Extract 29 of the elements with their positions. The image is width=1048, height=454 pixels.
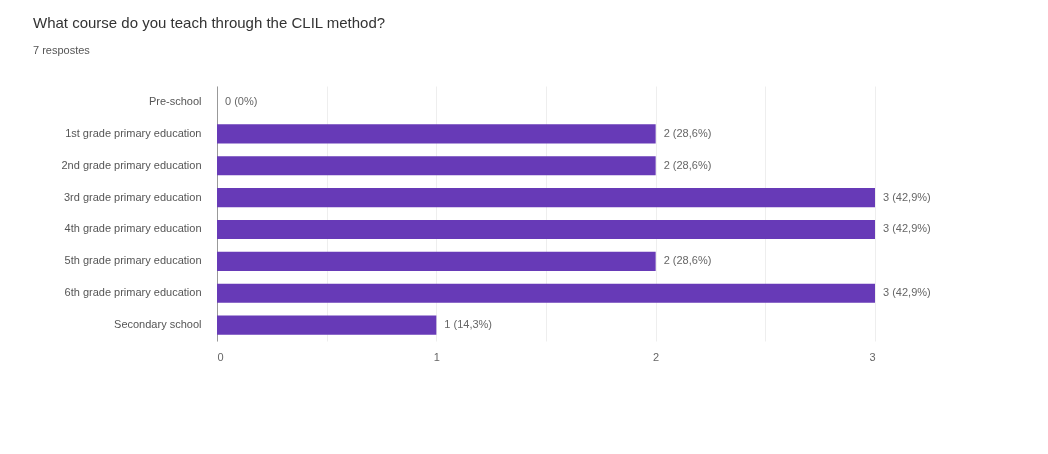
data-label: 1 (14,3%) (444, 318, 493, 331)
x-tick-label: 1 (433, 350, 440, 363)
bar (217, 219, 875, 239)
y-tick-label: 6th grade primary education (64, 286, 202, 299)
data-label: 3 (42,9%) (883, 222, 931, 235)
bar (217, 315, 437, 335)
x-tick-label: 0 (217, 350, 224, 363)
data-label: 3 (42,9%) (883, 190, 931, 203)
data-label: 2 (28,6%) (663, 126, 712, 139)
data-label: 2 (28,6%) (663, 158, 712, 171)
text: 7 respostes (32, 44, 91, 56)
y-tick-label: Pre-school (148, 94, 202, 107)
chart-title: What course do you teach through the CLIL method? (32, 14, 386, 31)
data-label: 3 (42,9%) (883, 286, 931, 299)
y-tick-label: 1st grade primary education (65, 126, 202, 139)
bar (217, 283, 875, 303)
data-label: 2 (28,6%) (663, 254, 712, 267)
y-tick-label: 5th grade primary education (64, 254, 202, 267)
x-tick-label: 2 (653, 350, 660, 363)
data-label: 0 (0%) (225, 94, 258, 107)
x-tick-label: 3 (869, 350, 876, 363)
bar (217, 251, 656, 271)
bar (217, 124, 656, 144)
bar (217, 188, 875, 208)
y-tick-label: 3rd grade primary education (63, 190, 202, 203)
y-tick-label: 2nd grade primary education (61, 158, 202, 171)
y-tick-label: Secondary school (114, 318, 202, 331)
bar (217, 156, 656, 176)
y-tick-label: 4th grade primary education (64, 222, 202, 235)
